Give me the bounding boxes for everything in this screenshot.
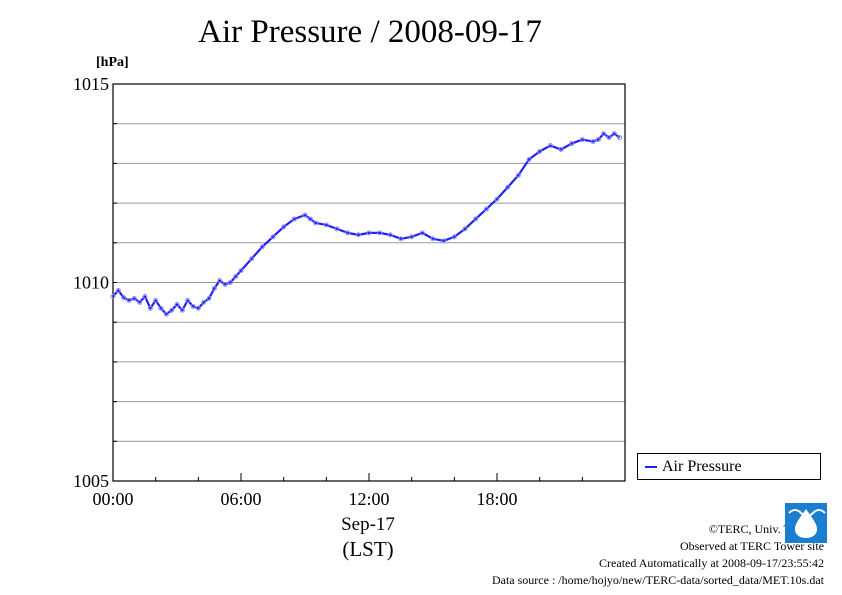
data-point: [345, 230, 351, 236]
data-point: [419, 230, 425, 236]
data-point: [217, 278, 223, 284]
y-tick-label: 1015: [73, 74, 109, 94]
data-point: [547, 143, 553, 149]
y-axis-unit: [hPa]: [96, 55, 129, 70]
data-point: [169, 307, 175, 313]
data-point: [291, 216, 297, 222]
data-point: [611, 131, 617, 137]
data-point: [281, 224, 287, 230]
data-point: [606, 135, 612, 141]
data-point: [142, 293, 148, 299]
data-point: [121, 295, 127, 301]
data-point: [579, 137, 585, 143]
data-point: [185, 297, 191, 303]
x-tick-label: 12:00: [348, 489, 389, 509]
data-point: [377, 230, 383, 236]
x-tick-label: 18:00: [476, 489, 517, 509]
data-point: [222, 281, 228, 287]
data-point: [601, 131, 607, 137]
data-point: [227, 280, 233, 285]
x-axis-timezone-label: (LST): [342, 537, 394, 561]
data-point: [195, 305, 201, 311]
data-point: [334, 226, 340, 232]
data-point: [206, 295, 212, 301]
data-point: [366, 230, 372, 236]
data-point: [526, 156, 532, 162]
data-point: [190, 303, 196, 309]
data-point: [409, 234, 415, 240]
data-point: [147, 305, 153, 311]
data-point: [537, 148, 543, 154]
credits-block: ©TERC, Univ. Tsukuba Observed at TERC To…: [492, 521, 824, 589]
data-point: [355, 232, 361, 238]
data-point: [174, 301, 180, 307]
y-tick-label: 1010: [73, 273, 109, 293]
data-point: [115, 287, 121, 293]
data-point: [158, 305, 164, 311]
data-point: [387, 232, 393, 238]
data-point: [494, 196, 500, 202]
data-point: [441, 238, 447, 244]
data-point: [505, 184, 511, 190]
data-point: [323, 222, 329, 228]
data-point: [179, 307, 185, 313]
data-point: [590, 139, 596, 145]
x-axis-date-label: Sep-17: [341, 514, 395, 535]
data-source-text: Data source : /home/hojyo/new/TERC-data/…: [491, 573, 824, 587]
data-point: [302, 212, 308, 218]
x-tick-label: 00:00: [92, 489, 133, 509]
x-tick-label: 06:00: [220, 489, 261, 509]
data-point: [163, 311, 169, 317]
data-point: [110, 293, 116, 299]
data-point: [462, 226, 468, 232]
data-point: [473, 216, 479, 222]
observed-site-text: Observed at TERC Tower site: [679, 539, 824, 553]
copyright-text: ©TERC, Univ. Tsukuba: [708, 522, 824, 536]
chart-title: Air Pressure / 2008-09-17: [198, 14, 542, 50]
data-point: [558, 147, 564, 153]
data-point: [270, 234, 276, 240]
data-point: [307, 216, 313, 222]
data-point: [483, 206, 489, 212]
data-point: [515, 172, 521, 178]
data-point: [569, 141, 575, 147]
data-point: [451, 234, 457, 240]
y-tick-label: 1005: [73, 471, 109, 491]
data-point: [617, 135, 623, 141]
data-point: [153, 297, 159, 303]
data-point: [201, 299, 207, 305]
data-point: [131, 295, 137, 301]
data-point: [238, 268, 244, 274]
legend: Air Pressure: [637, 453, 821, 480]
series-line: [112, 132, 621, 316]
plot-frame: [112, 83, 626, 482]
data-point: [137, 299, 143, 305]
data-point: [233, 274, 239, 280]
legend-swatch: [645, 466, 657, 468]
data-point: [595, 137, 601, 143]
data-point: [249, 256, 255, 262]
created-timestamp-text: Created Automatically at 2008-09-17/23:5…: [599, 556, 824, 570]
data-point: [313, 220, 319, 226]
data-point: [126, 297, 132, 303]
data-point: [211, 285, 217, 291]
data-point: [398, 236, 404, 242]
data-point: [259, 244, 265, 250]
terc-logo: [785, 503, 827, 543]
legend-label: Air Pressure: [662, 458, 742, 475]
data-point: [430, 236, 436, 242]
